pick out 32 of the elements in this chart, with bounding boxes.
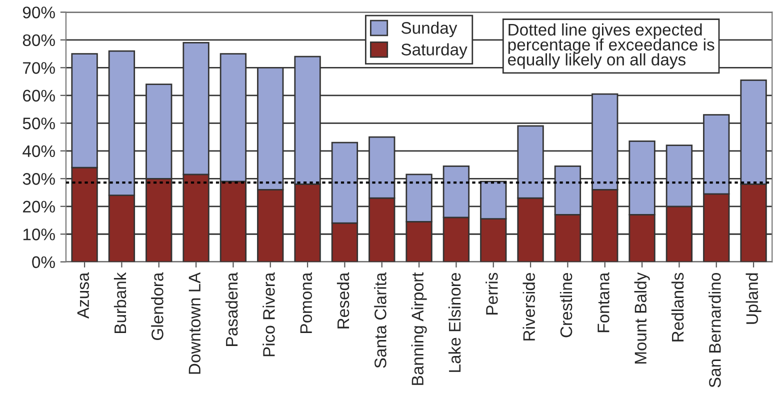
x-tick-label: Riverside <box>522 273 536 340</box>
x-tick-label: Reseda <box>336 272 350 328</box>
y-tick-label: 90% <box>22 6 55 18</box>
x-tick-label: Fontana <box>598 272 610 332</box>
x-tick-label: Upland <box>746 273 762 324</box>
x-tick-label: Azusa <box>77 272 90 319</box>
x-tick-label: Lake Elsinore <box>448 273 461 372</box>
x-tick-label: Perris <box>486 272 498 314</box>
x-tick-label: Pasadena <box>225 272 238 346</box>
x-tick-label: Redlands <box>671 272 684 342</box>
x-tick-label: Pomona <box>300 272 312 333</box>
y-tick-label: 0% <box>32 256 55 268</box>
x-tick-label: Mount Baldy <box>634 272 650 364</box>
x-tick-label: Glendora <box>151 272 164 340</box>
x-tick-label: San Bernardino <box>708 272 721 388</box>
legend-label: Sunday <box>401 22 458 38</box>
x-tick-label: Santa Clarita <box>374 272 386 368</box>
y-tick-label: 70% <box>23 62 55 74</box>
x-tick-label: Crestline <box>560 273 572 338</box>
y-tick-label: 60% <box>23 90 55 102</box>
x-tick-label: Downtown LA <box>188 272 201 374</box>
y-tick-label: 50% <box>22 118 55 130</box>
y-tick-label: 10% <box>23 228 55 240</box>
y-tick-label: 80% <box>22 34 55 46</box>
x-tick-label: Burbank <box>114 272 126 333</box>
y-tick-label: 30% <box>22 173 55 185</box>
annotation: Dotted line gives expected percentage if exceedance is equally likely on all days <box>508 23 714 69</box>
x-tick-label: Pico Rivera <box>262 272 275 356</box>
legend-label: Saturday <box>401 43 468 59</box>
x-tick-label: Banning Airport <box>411 272 427 385</box>
y-tick-label: 40% <box>22 145 55 158</box>
y-tick-label: 20% <box>23 200 55 213</box>
